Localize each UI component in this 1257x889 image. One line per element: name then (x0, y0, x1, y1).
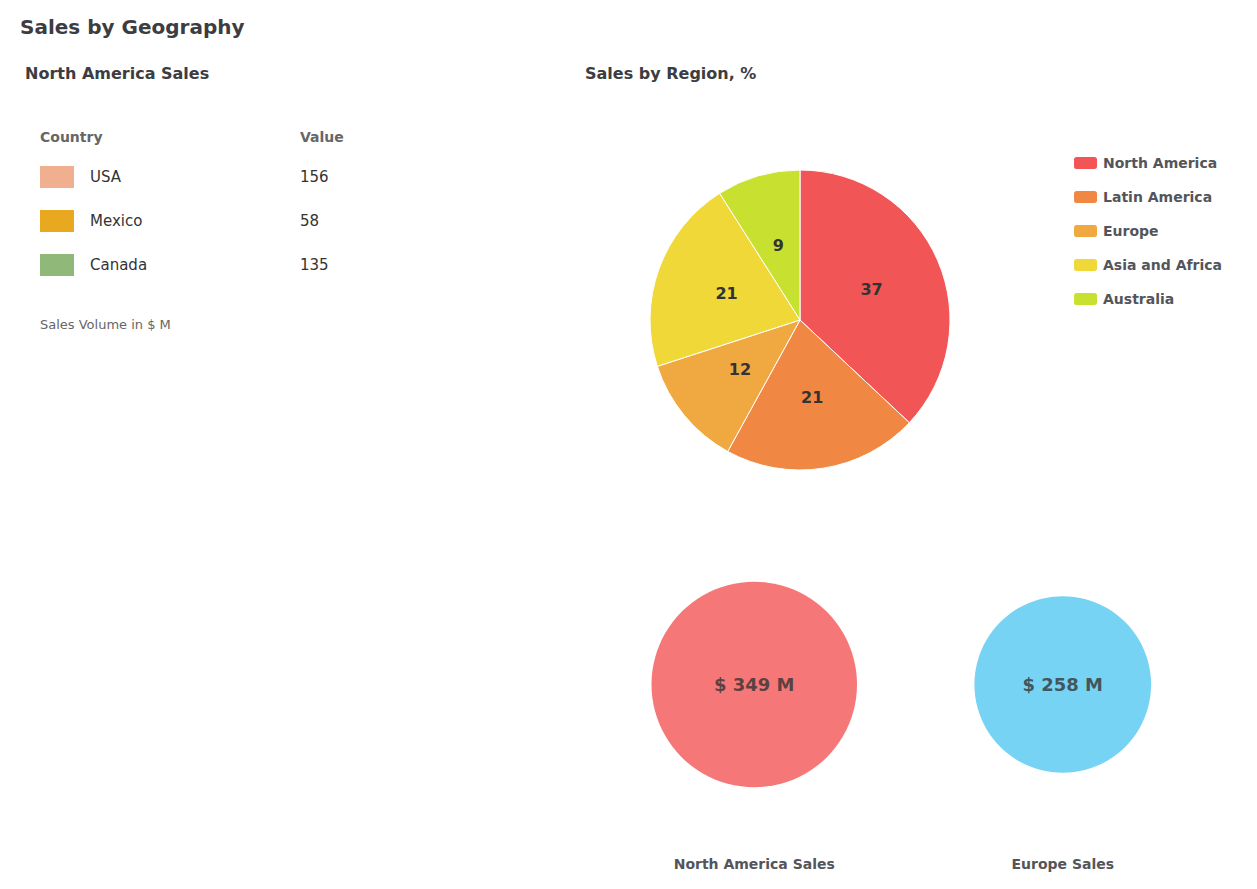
svg-text:9: 9 (773, 236, 784, 255)
svg-text:Europe Sales: Europe Sales (1011, 856, 1114, 872)
svg-text:North America: North America (1103, 155, 1217, 171)
svg-text:156: 156 (300, 168, 329, 186)
svg-text:37: 37 (860, 280, 882, 299)
svg-text:Canada: Canada (90, 256, 147, 274)
svg-text:Latin America: Latin America (1103, 189, 1212, 205)
svg-text:Value: Value (300, 129, 344, 145)
svg-text:$ 349 M: $ 349 M (714, 674, 795, 695)
svg-text:Sales by Geography: Sales by Geography (20, 15, 245, 39)
svg-text:58: 58 (300, 212, 319, 230)
svg-text:North America Sales: North America Sales (674, 856, 835, 872)
svg-text:21: 21 (801, 388, 823, 407)
svg-text:21: 21 (715, 284, 737, 303)
svg-text:12: 12 (729, 360, 751, 379)
svg-text:Sales by Region, %: Sales by Region, % (585, 64, 756, 83)
svg-text:Mexico: Mexico (90, 212, 142, 230)
svg-text:$ 258 M: $ 258 M (1022, 674, 1103, 695)
svg-text:Sales Volume in $ M: Sales Volume in $ M (40, 317, 171, 332)
svg-text:Europe: Europe (1103, 223, 1159, 239)
svg-text:Country: Country (40, 129, 103, 145)
svg-text:North America Sales: North America Sales (25, 64, 209, 83)
svg-text:USA: USA (90, 168, 122, 186)
svg-text:Asia and Africa: Asia and Africa (1103, 257, 1222, 273)
svg-text:135: 135 (300, 256, 329, 274)
svg-text:Australia: Australia (1103, 291, 1174, 307)
